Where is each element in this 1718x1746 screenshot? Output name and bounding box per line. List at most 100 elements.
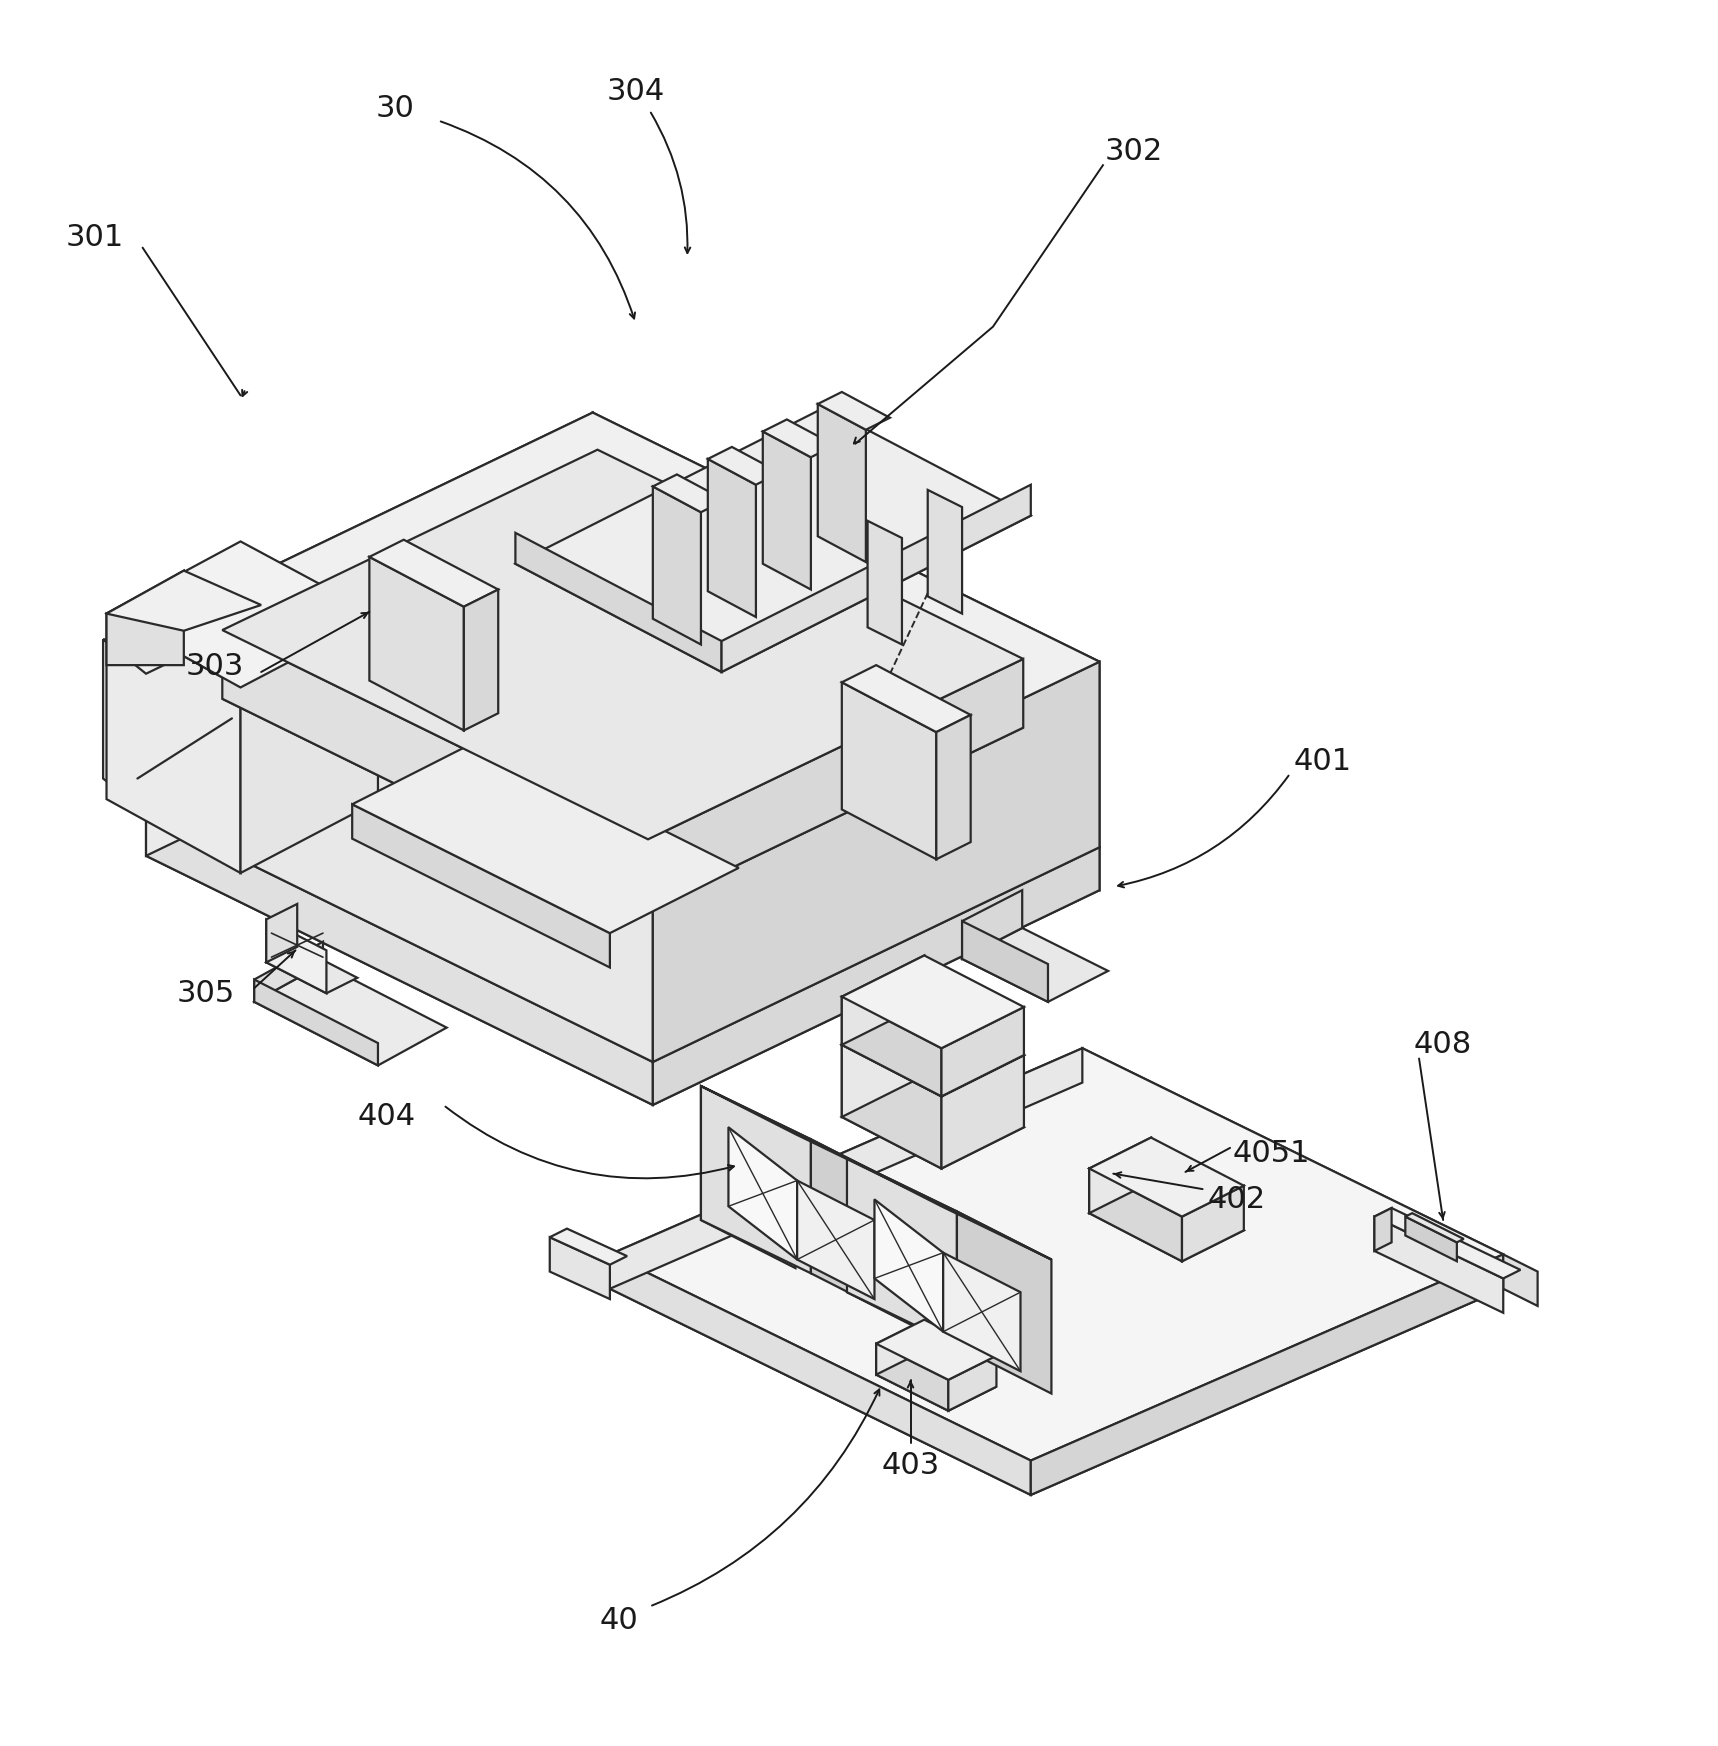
Polygon shape xyxy=(593,599,1100,890)
Polygon shape xyxy=(842,955,924,1044)
Polygon shape xyxy=(146,814,653,1105)
Polygon shape xyxy=(593,412,1100,847)
Polygon shape xyxy=(266,904,297,962)
Polygon shape xyxy=(648,658,1024,908)
Text: 408: 408 xyxy=(1414,1030,1472,1060)
Polygon shape xyxy=(957,1212,1051,1393)
Polygon shape xyxy=(222,519,1024,908)
Polygon shape xyxy=(811,1140,905,1322)
Polygon shape xyxy=(847,1158,957,1346)
Polygon shape xyxy=(254,964,447,1065)
Polygon shape xyxy=(610,1048,1503,1461)
Polygon shape xyxy=(146,412,593,814)
Polygon shape xyxy=(876,1320,924,1374)
Polygon shape xyxy=(610,1083,1503,1495)
Text: 305: 305 xyxy=(177,980,235,1007)
Polygon shape xyxy=(701,1086,795,1268)
Text: 304: 304 xyxy=(606,77,665,107)
Polygon shape xyxy=(842,1004,1024,1096)
Polygon shape xyxy=(1082,1048,1503,1289)
Polygon shape xyxy=(847,1158,941,1341)
Polygon shape xyxy=(928,491,962,613)
Polygon shape xyxy=(146,627,653,1062)
Polygon shape xyxy=(103,459,593,674)
Polygon shape xyxy=(797,1180,874,1299)
Polygon shape xyxy=(610,1254,1031,1495)
Polygon shape xyxy=(653,487,701,644)
Polygon shape xyxy=(868,520,902,644)
Polygon shape xyxy=(515,533,722,672)
Polygon shape xyxy=(1089,1138,1151,1213)
Polygon shape xyxy=(222,630,648,908)
Polygon shape xyxy=(550,1229,627,1264)
Text: 404: 404 xyxy=(357,1102,416,1131)
Polygon shape xyxy=(107,541,378,688)
Polygon shape xyxy=(842,1044,941,1168)
Polygon shape xyxy=(146,412,1100,876)
Polygon shape xyxy=(943,1252,1020,1371)
Polygon shape xyxy=(701,1086,811,1273)
Polygon shape xyxy=(941,1007,1024,1096)
Polygon shape xyxy=(352,805,610,967)
Polygon shape xyxy=(936,714,971,859)
Polygon shape xyxy=(962,927,1108,1002)
Text: 301: 301 xyxy=(65,223,124,251)
Polygon shape xyxy=(146,599,593,856)
Polygon shape xyxy=(1405,1213,1464,1243)
Text: 302: 302 xyxy=(1105,136,1163,166)
Polygon shape xyxy=(948,1355,996,1411)
Polygon shape xyxy=(107,613,241,873)
Polygon shape xyxy=(266,920,326,993)
Text: 30: 30 xyxy=(376,94,414,122)
Polygon shape xyxy=(876,1344,948,1411)
Polygon shape xyxy=(1405,1217,1457,1261)
Polygon shape xyxy=(842,955,1024,1048)
Polygon shape xyxy=(266,946,357,993)
Polygon shape xyxy=(874,1200,943,1332)
Polygon shape xyxy=(653,475,725,512)
Polygon shape xyxy=(941,1055,1024,1168)
Text: 40: 40 xyxy=(600,1606,637,1634)
Polygon shape xyxy=(1374,1208,1392,1250)
Polygon shape xyxy=(464,590,498,730)
Polygon shape xyxy=(146,641,1100,1105)
Polygon shape xyxy=(1374,1208,1520,1278)
Polygon shape xyxy=(254,941,323,1002)
Polygon shape xyxy=(842,683,936,859)
Polygon shape xyxy=(222,450,1024,840)
Text: 401: 401 xyxy=(1294,747,1352,775)
Polygon shape xyxy=(842,1004,924,1117)
Polygon shape xyxy=(818,391,890,430)
Text: 402: 402 xyxy=(1208,1186,1266,1213)
Polygon shape xyxy=(708,459,756,616)
Polygon shape xyxy=(708,447,780,485)
Polygon shape xyxy=(818,403,866,562)
Polygon shape xyxy=(962,890,1022,959)
Polygon shape xyxy=(1089,1138,1244,1217)
Polygon shape xyxy=(763,431,811,590)
Polygon shape xyxy=(962,922,1048,1002)
Polygon shape xyxy=(1089,1182,1244,1261)
Polygon shape xyxy=(103,639,146,814)
Polygon shape xyxy=(550,1238,610,1299)
Polygon shape xyxy=(241,615,378,873)
Polygon shape xyxy=(847,1158,1051,1259)
Polygon shape xyxy=(146,599,1100,1062)
Polygon shape xyxy=(876,1320,996,1379)
Polygon shape xyxy=(369,540,498,606)
Polygon shape xyxy=(876,1351,996,1411)
Polygon shape xyxy=(1182,1186,1244,1261)
Polygon shape xyxy=(701,1086,905,1187)
Polygon shape xyxy=(722,485,1031,672)
Text: 4051: 4051 xyxy=(1232,1138,1311,1168)
Polygon shape xyxy=(515,407,1031,672)
Polygon shape xyxy=(107,571,184,665)
Polygon shape xyxy=(842,1076,1024,1168)
Polygon shape xyxy=(107,571,261,630)
Polygon shape xyxy=(254,980,378,1065)
Text: 403: 403 xyxy=(881,1451,940,1481)
Polygon shape xyxy=(842,997,941,1096)
Polygon shape xyxy=(1374,1217,1503,1313)
Polygon shape xyxy=(1089,1168,1182,1261)
Polygon shape xyxy=(1503,1254,1538,1306)
